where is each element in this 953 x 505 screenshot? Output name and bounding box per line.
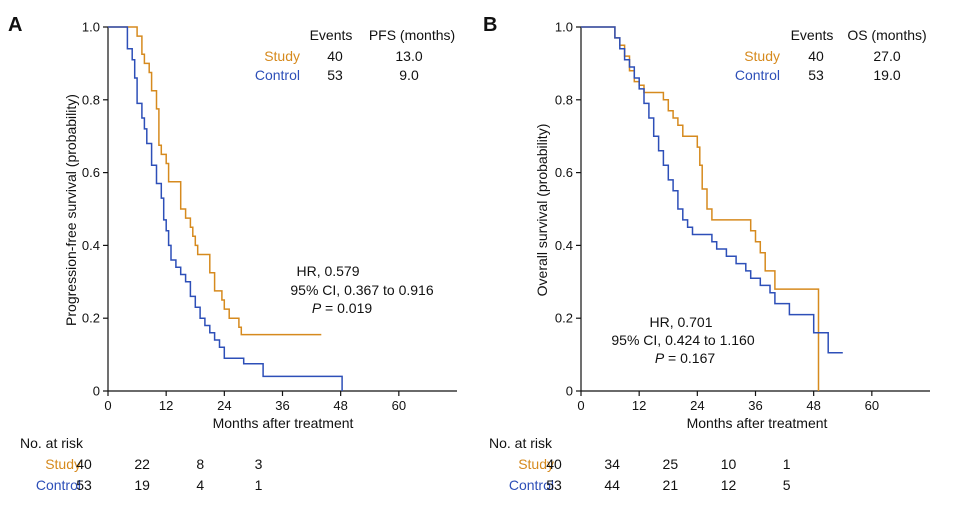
ci-text-b: 95% CI, 0.424 to 1.160 [611, 332, 754, 348]
risk-row-label-control-a: Control [36, 477, 81, 493]
x-tick-label: 0 [577, 398, 584, 413]
km-plot-a: 0 0.2 0.4 0.6 0.8 1.0 0 12 24 36 48 60 [82, 20, 457, 413]
p-text-a: P = 0.019 [312, 300, 373, 316]
x-tick-label: 12 [159, 398, 173, 413]
legend-header-events-b: Events [791, 27, 834, 43]
legend-a: Events PFS (months) Study 40 13.0 Contro… [255, 27, 455, 83]
risk-cell: 44 [604, 477, 620, 493]
y-axis-label-b: Overall survival (probability) [534, 124, 550, 297]
x-tick-label: 48 [806, 398, 820, 413]
legend-study-events-a: 40 [327, 48, 343, 64]
panel-label-a: A [8, 14, 22, 36]
risk-row-label-study-a: Study [45, 456, 81, 472]
legend-control-events-a: 53 [327, 67, 343, 83]
risk-row-label-control-b: Control [509, 477, 554, 493]
risk-cell: 40 [546, 456, 562, 472]
legend-control-median-b: 19.0 [873, 67, 900, 83]
risk-cell: 34 [604, 456, 620, 472]
risk-cell: 3 [255, 456, 263, 472]
x-tick-label: 60 [865, 398, 879, 413]
legend-header-metric-b: OS (months) [847, 27, 926, 43]
y-tick-label: 0 [93, 384, 100, 399]
x-tick-label: 48 [333, 398, 347, 413]
legend-study-median-a: 13.0 [395, 48, 422, 64]
risk-cell: 12 [721, 477, 737, 493]
p-text-b: P = 0.167 [655, 350, 716, 366]
y-tick-label: 0.4 [82, 238, 100, 253]
y-tick-label: 0.6 [555, 165, 573, 180]
risk-cell: 22 [134, 456, 150, 472]
legend-study-label-a: Study [264, 48, 300, 64]
hr-annotation-a: HR, 0.579 95% CI, 0.367 to 0.916 P = 0.0… [290, 263, 433, 316]
risk-cell: 19 [134, 477, 150, 493]
legend-header-events-a: Events [310, 27, 353, 43]
legend-study-median-b: 27.0 [873, 48, 900, 64]
legend-header-metric-a: PFS (months) [369, 27, 455, 43]
risk-row-label-study-b: Study [518, 456, 554, 472]
risk-cell: 4 [196, 477, 204, 493]
x-tick-label: 36 [275, 398, 289, 413]
legend-b: Events OS (months) Study 40 27.0 Control… [735, 27, 927, 83]
x-tick-label: 0 [104, 398, 111, 413]
panel-label-b: B [483, 14, 497, 36]
y-axis-label-a: Progression-free survival (probability) [63, 94, 79, 326]
risk-table-b: No. at risk Study Control 40 34 25 10 1 53 44 2… [489, 435, 791, 493]
risk-title-b: No. at risk [489, 435, 553, 451]
hr-text-a: HR, 0.579 [296, 263, 359, 279]
risk-title-a: No. at risk [20, 435, 84, 451]
x-tick-label: 24 [217, 398, 231, 413]
y-tick-label: 0 [566, 384, 573, 399]
km-curve-study [108, 26, 322, 336]
risk-cell: 1 [255, 477, 263, 493]
risk-cell: 1 [783, 456, 791, 472]
km-curve-control [108, 26, 343, 391]
x-tick-label: 36 [748, 398, 762, 413]
ci-text-a: 95% CI, 0.367 to 0.916 [290, 282, 433, 298]
y-tick-label: 0.8 [82, 92, 100, 107]
y-tick-label: 0.2 [555, 311, 573, 326]
x-tick-label: 60 [392, 398, 406, 413]
x-tick-label: 24 [690, 398, 704, 413]
x-tick-label: 12 [632, 398, 646, 413]
legend-study-label-b: Study [744, 48, 780, 64]
panel-b: B 0 0.2 0.4 0.6 0.8 1.0 0 12 24 36 48 60 Months aft… [483, 14, 930, 493]
risk-cell: 25 [663, 456, 679, 472]
y-tick-label: 1.0 [555, 20, 573, 35]
risk-cell: 8 [196, 456, 204, 472]
risk-cell: 5 [783, 477, 791, 493]
x-axis-label-a: Months after treatment [213, 415, 354, 431]
risk-cell: 53 [76, 477, 92, 493]
y-tick-label: 0.8 [555, 92, 573, 107]
legend-control-label-b: Control [735, 67, 780, 83]
risk-cell: 53 [546, 477, 562, 493]
risk-cells-a: 40 22 8 3 53 19 4 1 [76, 456, 262, 493]
legend-control-median-a: 9.0 [399, 67, 419, 83]
hr-text-b: HR, 0.701 [649, 314, 712, 330]
panel-a: A 00.20.40.60.81.00 12 24 36 48 60 Months aft… [8, 14, 457, 493]
risk-cell: 40 [76, 456, 92, 472]
km-curve-control [581, 26, 843, 354]
risk-cell: 21 [663, 477, 679, 493]
hr-annotation-b: HR, 0.701 95% CI, 0.424 to 1.160 P = 0.1… [611, 314, 754, 366]
y-tick-label: 1.0 [82, 20, 100, 35]
risk-cells-b: 40 34 25 10 1 53 44 21 12 5 [546, 456, 791, 493]
y-tick-label: 0.6 [82, 165, 100, 180]
legend-control-events-b: 53 [808, 67, 824, 83]
risk-table-a: No. at risk Study Control 40 22 8 3 53 19 4 1 [20, 435, 263, 493]
y-tick-label: 0.2 [82, 311, 100, 326]
legend-control-label-a: Control [255, 67, 300, 83]
km-plot-b: 0 0.2 0.4 0.6 0.8 1.0 0 12 24 36 48 60 [555, 20, 930, 413]
legend-study-events-b: 40 [808, 48, 824, 64]
y-tick-label: 0.4 [555, 238, 573, 253]
x-axis-label-b: Months after treatment [687, 415, 828, 431]
risk-cell: 10 [721, 456, 737, 472]
